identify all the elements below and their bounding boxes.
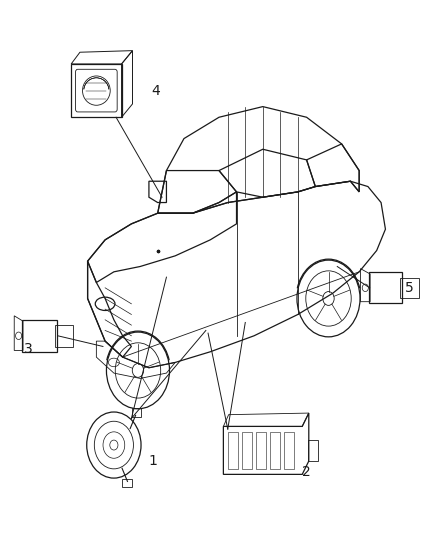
- Text: 2: 2: [302, 465, 311, 479]
- Text: 1: 1: [149, 454, 158, 468]
- Text: 5: 5: [405, 281, 414, 295]
- Text: 3: 3: [24, 342, 33, 356]
- Text: 4: 4: [151, 84, 160, 98]
